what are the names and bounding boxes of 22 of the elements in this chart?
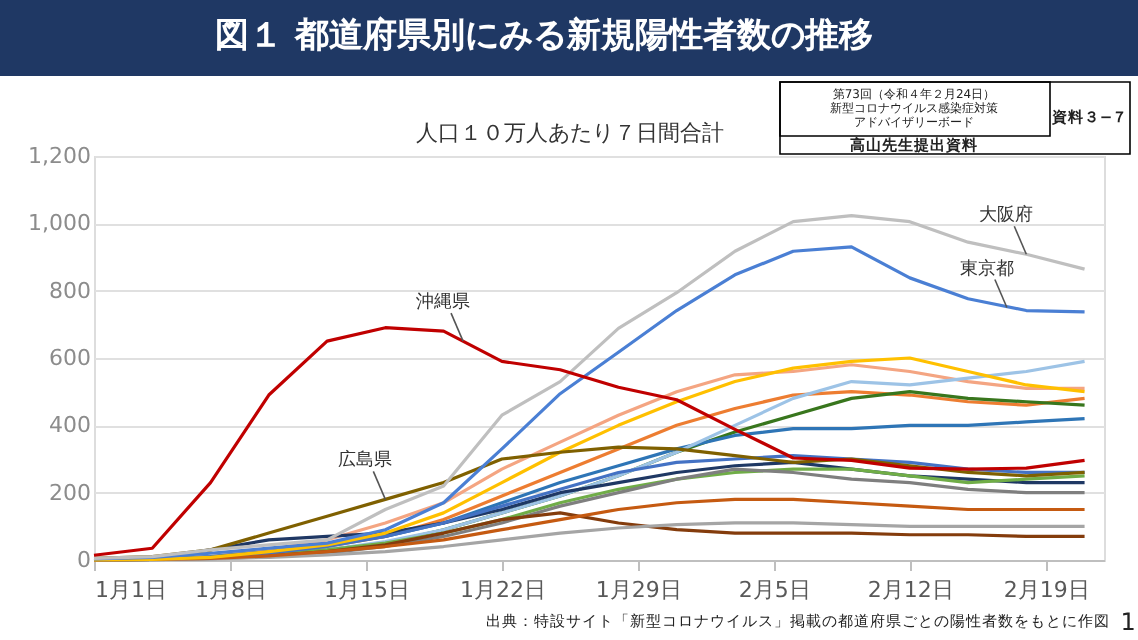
x-tick-label: 1月22日 <box>459 577 546 603</box>
annotation: 広島県 <box>338 449 393 472</box>
x-tick-label: 1月8日 <box>194 577 267 603</box>
x-tick-label: 2月5日 <box>738 577 811 603</box>
chart-title: 図１ 都道府県別にみる新規陽性者数の推移 <box>215 16 873 56</box>
x-tick-label: 1月1日 <box>95 577 167 603</box>
x-tick-label: 2月12日 <box>867 577 954 603</box>
y-tick-label: 1,000 <box>28 210 91 237</box>
annotation: 東京都 <box>959 257 1014 280</box>
y-tick-label: 400 <box>49 412 91 439</box>
annotation: 大阪府 <box>979 204 1034 227</box>
y-tick-label: 0 <box>77 547 91 573</box>
y-tick-label: 800 <box>49 277 91 304</box>
x-tick-label: 1月29日 <box>595 577 682 603</box>
y-tick-label: 600 <box>49 345 91 371</box>
annotation: 沖縄県 <box>416 291 471 314</box>
x-tick-label: 2月19日 <box>1003 577 1090 603</box>
x-tick-label: 1月15日 <box>323 577 410 603</box>
text: 1 <box>1120 608 1136 636</box>
y-tick-label: 200 <box>49 479 91 506</box>
chart-subtitle: 人口１０万人あたり７日間合計 <box>416 120 724 146</box>
y-tick-label: 1,200 <box>28 143 91 169</box>
